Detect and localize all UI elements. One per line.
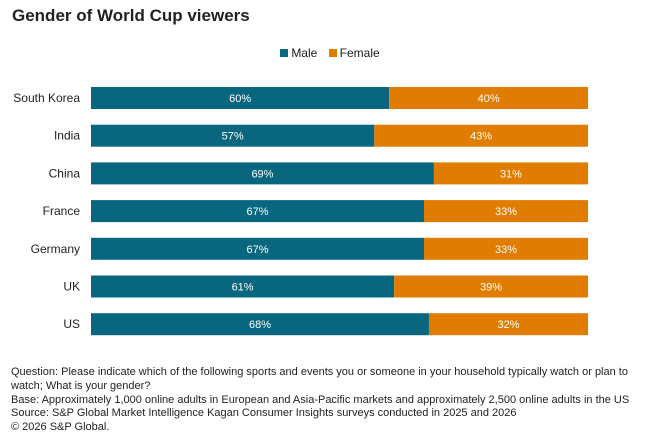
bar-male-us bbox=[91, 313, 429, 336]
legend-swatch-female bbox=[328, 49, 337, 57]
bar-male-germany bbox=[91, 237, 424, 260]
bar-female-us bbox=[428, 313, 588, 336]
category-label-india: India bbox=[54, 129, 80, 143]
bar-male-uk bbox=[91, 275, 395, 298]
footnotes: Question: Please indicate which of the f… bbox=[11, 366, 651, 435]
category-label-south-korea: South Korea bbox=[13, 91, 80, 105]
bar-female-germany bbox=[423, 237, 588, 260]
category-label-germany: Germany bbox=[31, 242, 80, 256]
legend-label-female: Female bbox=[339, 46, 380, 60]
category-label-china: China bbox=[49, 166, 81, 180]
bar-male-china bbox=[91, 162, 434, 185]
footnote-question: Question: Please indicate which of the f… bbox=[11, 366, 632, 392]
legend-swatch-male bbox=[280, 49, 289, 57]
data-label-male-uk: 61% bbox=[232, 282, 254, 294]
category-label-uk: UK bbox=[63, 280, 80, 294]
data-label-female-china: 31% bbox=[500, 168, 522, 180]
data-label-female-us: 32% bbox=[497, 319, 519, 331]
footnote-base: Base: Approximately 1,000 online adults … bbox=[11, 393, 630, 406]
bar-male-south-korea bbox=[91, 87, 390, 109]
legend-item-female: Female bbox=[328, 46, 380, 60]
data-label-female-france: 33% bbox=[495, 206, 517, 218]
bar-male-france bbox=[91, 200, 424, 223]
data-label-male-france: 67% bbox=[246, 206, 268, 218]
legend-item-male: Male bbox=[280, 46, 317, 60]
bar-female-china bbox=[433, 162, 588, 185]
data-label-female-india: 43% bbox=[470, 131, 492, 143]
data-label-male-china: 69% bbox=[251, 168, 273, 180]
legend-label-male: Male bbox=[291, 46, 318, 60]
data-label-female-germany: 33% bbox=[495, 244, 517, 256]
footnote-source: Source: S&P Global Market Intelligence K… bbox=[11, 407, 517, 420]
chart-title: Gender of World Cup viewers bbox=[12, 6, 250, 25]
data-label-female-uk: 39% bbox=[480, 282, 502, 294]
bar-female-india bbox=[374, 124, 588, 147]
category-label-us: US bbox=[63, 317, 80, 331]
data-label-male-south-korea: 60% bbox=[229, 93, 251, 105]
bar-male-india bbox=[91, 124, 375, 147]
bar-female-france bbox=[423, 200, 588, 223]
data-label-male-germany: 67% bbox=[246, 244, 268, 256]
bar-female-south-korea bbox=[389, 87, 588, 109]
footnote-copyright: © 2026 S&P Global. bbox=[11, 421, 110, 434]
bar-chart: South Korea 60% 40% India 57% 43% China 69% 31% F… bbox=[13, 87, 588, 336]
data-label-female-south-korea: 40% bbox=[478, 93, 500, 105]
bar-female-uk bbox=[394, 275, 588, 298]
category-label-france: France bbox=[43, 204, 81, 218]
legend: Male Female bbox=[0, 46, 660, 60]
data-label-male-india: 57% bbox=[222, 131, 244, 143]
data-label-male-us: 68% bbox=[249, 319, 271, 331]
